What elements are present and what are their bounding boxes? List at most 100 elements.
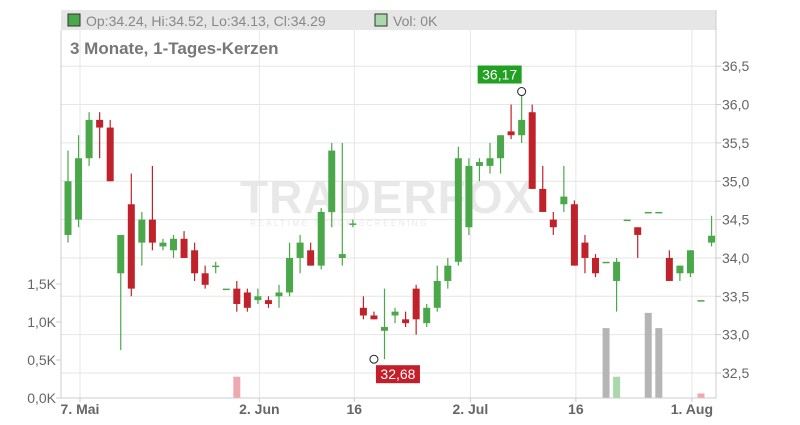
volume-bar (233, 376, 241, 398)
candle-body-up (85, 119, 93, 159)
candle-body-down (191, 250, 199, 274)
candle-body-up (686, 250, 694, 274)
candle-body-down (243, 292, 251, 308)
chart-subtitle: 3 Monate, 1-Tages-Kerzen (70, 39, 278, 58)
candle-body-down (570, 204, 578, 266)
candle-body-down (233, 288, 241, 304)
date-tick-label: 16 (347, 401, 363, 417)
candle-body-up (560, 196, 568, 205)
candle-body-up (75, 158, 83, 220)
candle-body-up (328, 150, 336, 212)
date-tick-label: 1. Aug (671, 401, 713, 417)
volume-bar (613, 376, 621, 398)
candle-body-down (127, 204, 135, 289)
candle-body-up (708, 235, 716, 243)
candle-body-up (644, 211, 652, 214)
candle-body-up (697, 300, 705, 302)
candle-body-down (634, 227, 642, 235)
candle-body-up (64, 181, 72, 235)
candle-body-down (528, 112, 536, 189)
candle-body-up (117, 234, 125, 274)
candle-body-up (222, 288, 230, 291)
volume-bar (644, 312, 652, 398)
price-tick-label: 36,0 (722, 97, 749, 113)
high-badge-label: 36,17 (482, 67, 517, 83)
ohlc-readout: Op:34.24, Hi:34.52, Lo:34.13, Cl:34.29 (86, 13, 326, 29)
volume-bar (697, 393, 705, 398)
volume-bar (655, 328, 663, 398)
candle-body-up (475, 162, 483, 166)
candle-body-up (454, 158, 462, 262)
volume-readout: Vol: 0K (393, 13, 438, 29)
candle-body-up (497, 135, 505, 159)
traderfox-watermark: TRADERFOX REALTIME STOCK SCREENING (240, 171, 535, 228)
volume-tick-label: 1,0K (27, 314, 56, 330)
candle-body-down (359, 307, 367, 316)
low-marker-circle (369, 354, 379, 364)
candle-body-up (444, 265, 452, 281)
candle-body-down (539, 188, 547, 212)
candle-body-down (96, 119, 104, 128)
volume-tick-label: 0,0K (27, 390, 56, 406)
candles (64, 91, 716, 360)
candle-body-up (655, 211, 663, 214)
candle-body-up (391, 311, 399, 316)
candle-body-down (180, 238, 188, 258)
watermark-brand: TRADERFOX (240, 171, 535, 223)
price-tick-label: 33,5 (722, 288, 749, 304)
candle-body-up (138, 219, 146, 243)
price-tick-label: 33,0 (722, 327, 749, 343)
price-tick-label: 35,5 (722, 135, 749, 151)
candle-body-up (212, 265, 220, 268)
volume-bar (602, 328, 610, 398)
candle-body-up (338, 254, 346, 258)
candle-body-up (317, 211, 325, 266)
candle-body-up (381, 326, 388, 331)
candle-body-down (106, 127, 114, 182)
candle-body-up (170, 238, 177, 251)
candle-body-up (518, 119, 526, 136)
candle-body-up (613, 261, 621, 281)
watermark-tagline: REALTIME STOCK SCREENING (250, 219, 429, 228)
candle-body-up (286, 257, 294, 293)
date-tick-label: 2. Jul (452, 401, 488, 417)
candle-body-down (148, 219, 156, 243)
volume-tick-label: 0,5K (27, 352, 56, 368)
candle-body-up (465, 165, 473, 228)
candle-body-down (592, 257, 599, 274)
candle-body-up (602, 261, 610, 264)
header-bar (61, 10, 716, 30)
candle-body-down (581, 242, 589, 258)
ohlc-legend-swatch (67, 13, 81, 27)
candle-body-down (264, 300, 272, 304)
candle-body-down (370, 315, 378, 320)
low-badge-label: 32,68 (380, 366, 415, 382)
price-tick-label: 35,0 (722, 173, 749, 189)
candle-body-up (275, 292, 283, 297)
candle-body-up (423, 307, 431, 324)
date-tick-label: 2. Jun (239, 401, 279, 417)
candle-body-up (486, 158, 494, 166)
candle-body-up (296, 242, 304, 258)
low-badge (375, 365, 420, 384)
candle-body-down (665, 257, 673, 281)
date-tick-label: 16 (568, 401, 584, 417)
high-marker-circle (517, 87, 527, 97)
date-tick-label: 7. Mai (61, 401, 100, 417)
candle-body-up (623, 219, 631, 222)
candle-body-down (412, 288, 420, 320)
axes: 32,5 33,0 33,5 34,0 34,5 35,0 35,5 36,0 36,5 0,0K… (27, 10, 749, 417)
candle-body-up (349, 223, 357, 225)
high-badge (477, 65, 522, 84)
candle-body-up (159, 242, 167, 247)
volume-bars (233, 312, 705, 398)
price-tick-label: 32,5 (722, 365, 749, 381)
volume-tick-label: 1,5K (27, 276, 56, 292)
price-tick-label: 36,5 (722, 58, 749, 74)
candle-body-up (254, 296, 262, 301)
candle-body-down (307, 250, 315, 266)
candle-body-down (507, 131, 515, 136)
volume-legend-swatch (374, 13, 388, 27)
candle-body-up (433, 280, 441, 308)
